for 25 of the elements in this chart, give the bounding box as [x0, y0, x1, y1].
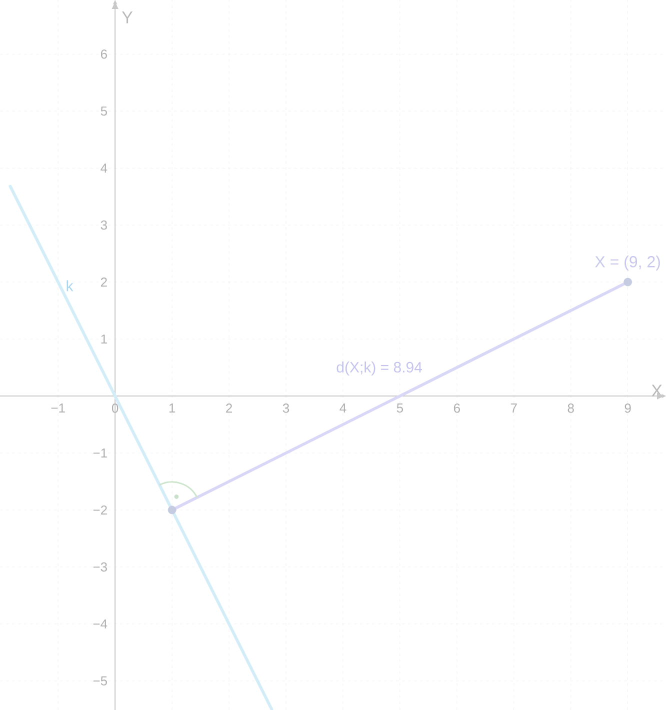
y-tick-label: −3 [93, 562, 107, 572]
y-tick-label: 3 [100, 220, 107, 230]
y-tick-label: 2 [100, 278, 107, 287]
y-tick-label: 5 [100, 106, 107, 116]
x-tick-label: 5 [396, 404, 404, 413]
x-tick-label: 8 [568, 404, 574, 413]
y-axis-title: Y [122, 12, 133, 24]
y-tick-label: 6 [100, 50, 107, 59]
y-tick-label: −1 [93, 448, 107, 458]
x-tick-label: −1 [51, 404, 65, 412]
x-tick-label: 3 [282, 404, 290, 413]
x-tick-label: 9 [624, 404, 631, 413]
y-tick-label: 4 [100, 164, 108, 173]
y-tick-label: 1 [101, 334, 107, 344]
y-tick-label: −2 [93, 505, 107, 515]
x-tick-label: 6 [454, 404, 460, 413]
x-tick-label: 7 [510, 404, 517, 412]
x-tick-label: 0 [112, 404, 118, 413]
y-tick-label: −5 [93, 676, 107, 686]
y-tick-label: −4 [93, 619, 108, 628]
x-tick-label: 4 [340, 404, 346, 412]
x-tick-label: 2 [226, 404, 232, 413]
x-tick-label: 1 [169, 404, 176, 412]
series-label: k [66, 280, 74, 292]
series-label: d(X;k) = 8.94 [336, 362, 422, 376]
